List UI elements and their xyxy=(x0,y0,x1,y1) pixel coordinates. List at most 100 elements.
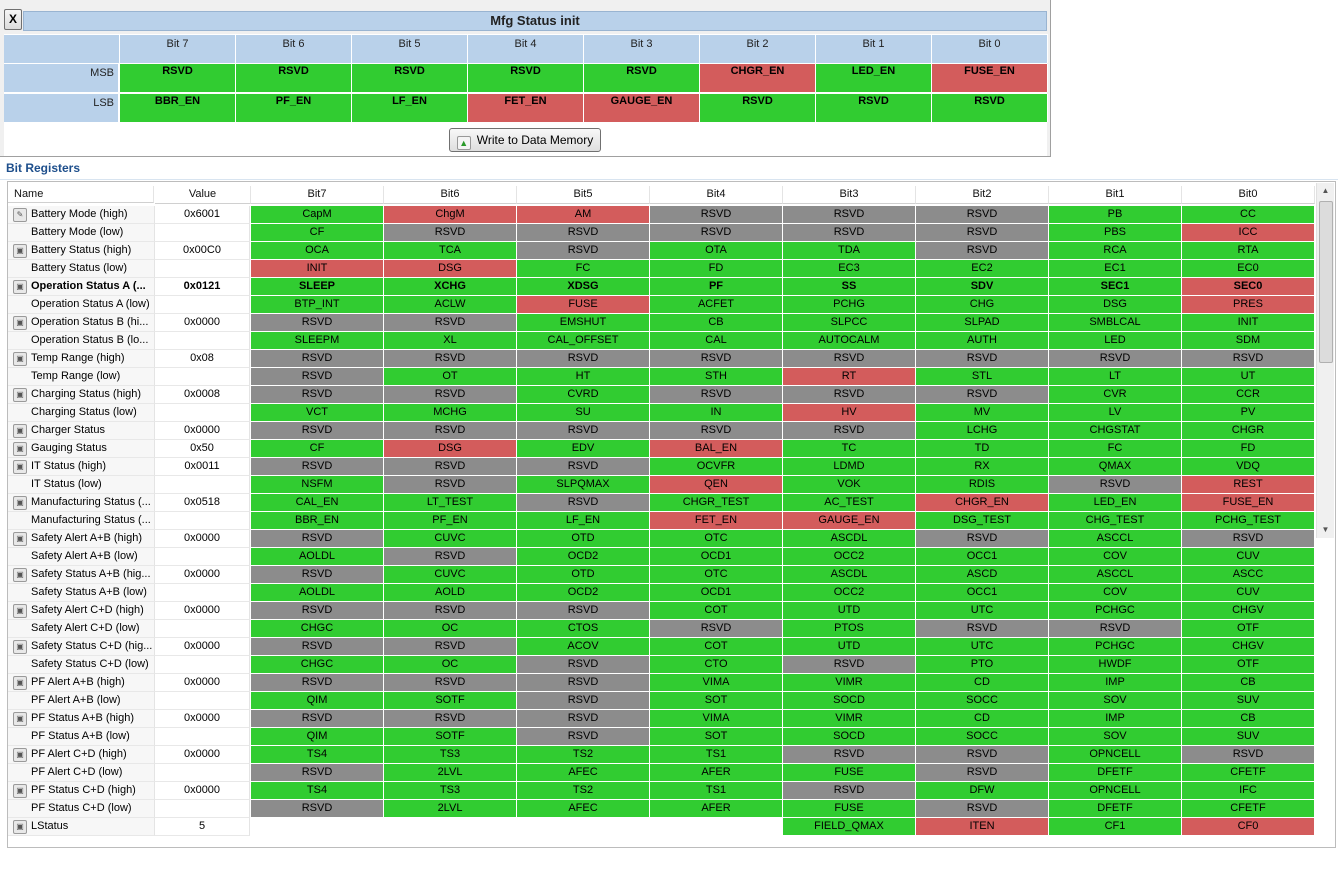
column-header[interactable]: Bit7 xyxy=(251,186,384,204)
bit-cell[interactable]: RSVD xyxy=(251,566,384,584)
bit-cell[interactable]: OC xyxy=(384,620,517,638)
bit-cell[interactable]: RSVD xyxy=(783,224,916,242)
table-row[interactable]: ▣ PF Alert A+B (high) 0x0000 RSVD RSVD RSVD VI… xyxy=(8,674,1315,692)
bit-cell[interactable]: PB xyxy=(1049,206,1182,224)
table-row[interactable]: Temp Range (low) RSVD OT HT STH RT STL LT UT xyxy=(8,368,1315,386)
bit-cell[interactable]: RSVD xyxy=(384,548,517,566)
bit-cell[interactable]: RSVD xyxy=(916,242,1049,260)
mfg-bit-cell[interactable]: BBR_EN xyxy=(120,94,236,122)
bit-cell[interactable]: OTF xyxy=(1182,620,1315,638)
bit-cell[interactable]: FIELD_QMAX xyxy=(783,818,916,836)
bit-cell[interactable]: AOLDL xyxy=(251,548,384,566)
bit-cell[interactable]: RSVD xyxy=(650,206,783,224)
register-name-cell[interactable]: ▣ Charger Status xyxy=(8,422,155,440)
bit-cell[interactable]: RSVD xyxy=(384,710,517,728)
bit-cell[interactable]: BBR_EN xyxy=(251,512,384,530)
bit-cell[interactable]: OPNCELL xyxy=(1049,746,1182,764)
bit-cell[interactable]: RSVD xyxy=(783,656,916,674)
bit-cell[interactable]: RSVD xyxy=(517,422,650,440)
register-name-cell[interactable]: ▣ Operation Status B (hi... xyxy=(8,314,155,332)
bit-cell[interactable]: QMAX xyxy=(1049,458,1182,476)
bit-cell[interactable]: OTC xyxy=(650,530,783,548)
bit-cell[interactable]: OPNCELL xyxy=(1049,782,1182,800)
bit-cell[interactable]: BAL_EN xyxy=(650,440,783,458)
register-name-cell[interactable]: Safety Alert A+B (low) xyxy=(8,548,155,566)
bit-cell[interactable]: RSVD xyxy=(1182,350,1315,368)
bit-cell[interactable]: SOT xyxy=(650,728,783,746)
bit-cell[interactable]: SEC0 xyxy=(1182,278,1315,296)
bit-cell[interactable]: RDIS xyxy=(916,476,1049,494)
table-row[interactable]: Operation Status A (low) BTP_INT ACLW FUSE A… xyxy=(8,296,1315,314)
bit-cell[interactable]: CB xyxy=(650,314,783,332)
mfg-bit-cell[interactable]: FET_EN xyxy=(468,94,584,122)
bit-cell[interactable]: BTP_INT xyxy=(251,296,384,314)
bit-cell[interactable]: RSVD xyxy=(517,710,650,728)
table-row[interactable]: ▣ Charging Status (high) 0x0008 RSVD RSVD CVR… xyxy=(8,386,1315,404)
column-header[interactable]: Value xyxy=(155,186,251,204)
bit-cell[interactable]: RSVD xyxy=(251,422,384,440)
column-header[interactable]: Bit0 xyxy=(1182,186,1315,204)
bit-cell[interactable] xyxy=(517,818,650,836)
bit-cell[interactable]: LED xyxy=(1049,332,1182,350)
column-header[interactable]: Bit5 xyxy=(517,186,650,204)
bit-cell[interactable]: CHGR_TEST xyxy=(650,494,783,512)
bit-cell[interactable]: VIMR xyxy=(783,710,916,728)
bit-cell[interactable]: OCD1 xyxy=(650,548,783,566)
bit-cell[interactable]: FUSE_EN xyxy=(1182,494,1315,512)
bit-cell[interactable]: IMP xyxy=(1049,674,1182,692)
register-value[interactable]: 0x0008 xyxy=(155,386,250,404)
bit-cell[interactable]: XL xyxy=(384,332,517,350)
bit-cell[interactable]: OCC1 xyxy=(916,584,1049,602)
bit-cell[interactable]: RSVD xyxy=(1182,530,1315,548)
bit-cell[interactable]: TS2 xyxy=(517,746,650,764)
bit-cell[interactable]: PCHG xyxy=(783,296,916,314)
register-name-cell[interactable]: ▣ Battery Status (high) xyxy=(8,242,155,260)
bit-cell[interactable]: CF1 xyxy=(1049,818,1182,836)
mfg-bit-cell[interactable]: RSVD xyxy=(932,94,1048,122)
table-row[interactable]: Battery Mode (low) CF RSVD RSVD RSVD RSVD RSVD… xyxy=(8,224,1315,242)
bit-cell[interactable]: VCT xyxy=(251,404,384,422)
table-row[interactable]: ▣ Charger Status 0x0000 RSVD RSVD RSVD RSVD RSV… xyxy=(8,422,1315,440)
bit-cell[interactable]: VIMA xyxy=(650,674,783,692)
register-value[interactable]: 5 xyxy=(155,818,250,836)
bit-cell[interactable]: CHG_TEST xyxy=(1049,512,1182,530)
bit-cell[interactable]: RSVD xyxy=(384,350,517,368)
bit-cell[interactable]: COT xyxy=(650,602,783,620)
bit-cell[interactable]: SMBLCAL xyxy=(1049,314,1182,332)
table-row[interactable]: Safety Alert A+B (low) AOLDL RSVD OCD2 OCD1 O… xyxy=(8,548,1315,566)
bit-cell[interactable]: AUTH xyxy=(916,332,1049,350)
bit-cell[interactable]: CFETF xyxy=(1182,800,1315,818)
column-header[interactable]: Name xyxy=(8,186,154,203)
register-name-cell[interactable]: Temp Range (low) xyxy=(8,368,155,386)
column-header[interactable]: Bit3 xyxy=(783,186,916,204)
bit-cell[interactable]: RSVD xyxy=(384,386,517,404)
bit-cell[interactable]: RSVD xyxy=(650,224,783,242)
bit-cell[interactable]: RSVD xyxy=(916,224,1049,242)
bit-cell[interactable]: IMP xyxy=(1049,710,1182,728)
bit-cell[interactable] xyxy=(650,818,783,836)
bit-cell[interactable]: SUV xyxy=(1182,728,1315,746)
bit-cell[interactable]: PV xyxy=(1182,404,1315,422)
mfg-bit-cell[interactable]: RSVD xyxy=(352,64,468,92)
bit-cell[interactable]: FUSE xyxy=(783,800,916,818)
table-row[interactable]: PF Status A+B (low) QIM SOTF RSVD SOT SOCD SOC… xyxy=(8,728,1315,746)
bit-cell[interactable]: SLPQMAX xyxy=(517,476,650,494)
bit-cell[interactable]: PCHG_TEST xyxy=(1182,512,1315,530)
register-value[interactable]: 0x08 xyxy=(155,350,250,368)
bit-cell[interactable]: CVRD xyxy=(517,386,650,404)
bit-cell[interactable]: SOV xyxy=(1049,692,1182,710)
bit-cell[interactable]: PTO xyxy=(916,656,1049,674)
bit-cell[interactable]: DFETF xyxy=(1049,800,1182,818)
bit-cell[interactable]: CHGR xyxy=(1182,422,1315,440)
register-value[interactable] xyxy=(155,512,250,530)
bit-cell[interactable]: CUVC xyxy=(384,566,517,584)
bit-cell[interactable]: OTD xyxy=(517,530,650,548)
bit-cell[interactable]: CF xyxy=(251,224,384,242)
bit-cell[interactable]: RSVD xyxy=(517,674,650,692)
bit-cell[interactable]: RSVD xyxy=(783,350,916,368)
bit-cell[interactable]: RSVD xyxy=(650,620,783,638)
bit-cell[interactable]: SOTF xyxy=(384,692,517,710)
mfg-bit-cell[interactable]: RSVD xyxy=(468,64,584,92)
bit-cell[interactable]: HT xyxy=(517,368,650,386)
bit-cell[interactable]: RSVD xyxy=(384,602,517,620)
